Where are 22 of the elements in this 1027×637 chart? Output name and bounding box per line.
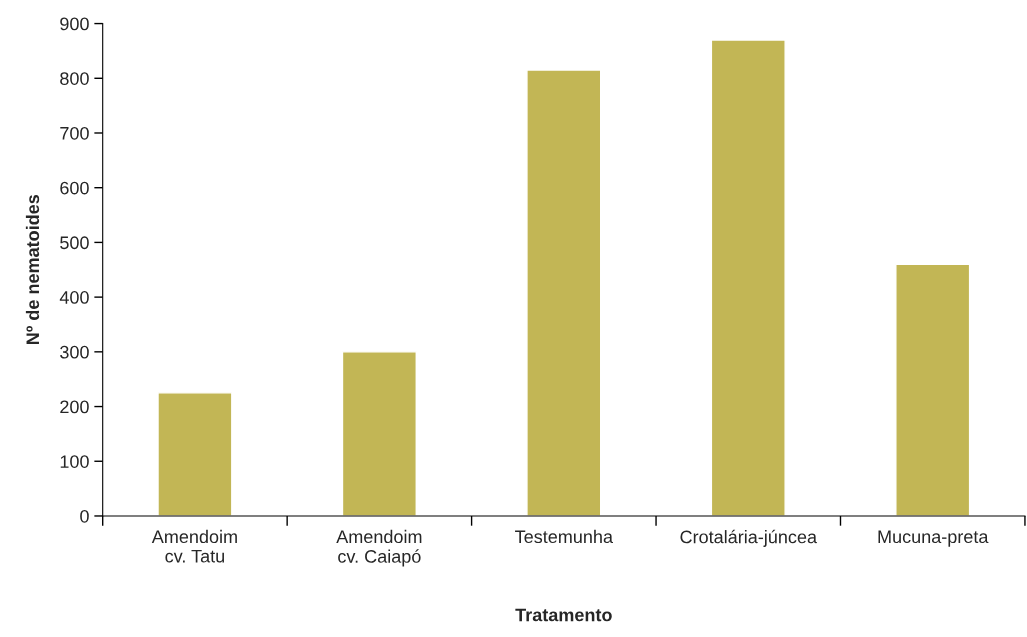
y-tick-label: 400 [59,291,89,304]
y-tick-label: 900 [60,17,89,31]
x-tick-label: Crotalária-júncea [680,529,818,547]
y-tick-label: 200 [60,400,89,414]
y-tick-label: 300 [60,345,89,359]
y-tick-label: 500 [60,236,89,250]
bar [341,351,417,516]
x-tick-label: Mucuna-preta [878,530,989,547]
y-axis-title: Nº de nematoides [25,194,40,345]
bar [526,69,602,516]
y-tick-label: 100 [60,455,89,468]
x-axis-title: Tratamento [515,608,612,622]
bar [895,263,971,516]
y-tick-label: 0 [80,509,89,523]
bar [710,39,786,516]
x-tick-label: Amendoim cv. Tatu [151,529,237,563]
bar [157,392,233,516]
y-tick-label: 800 [60,72,89,85]
y-tick-label: 700 [60,126,89,140]
x-tick-label: Testemunha [515,529,613,544]
x-tick-label: Amendoim cv. Caiapó [336,529,422,567]
y-tick-label: 600 [60,181,89,195]
